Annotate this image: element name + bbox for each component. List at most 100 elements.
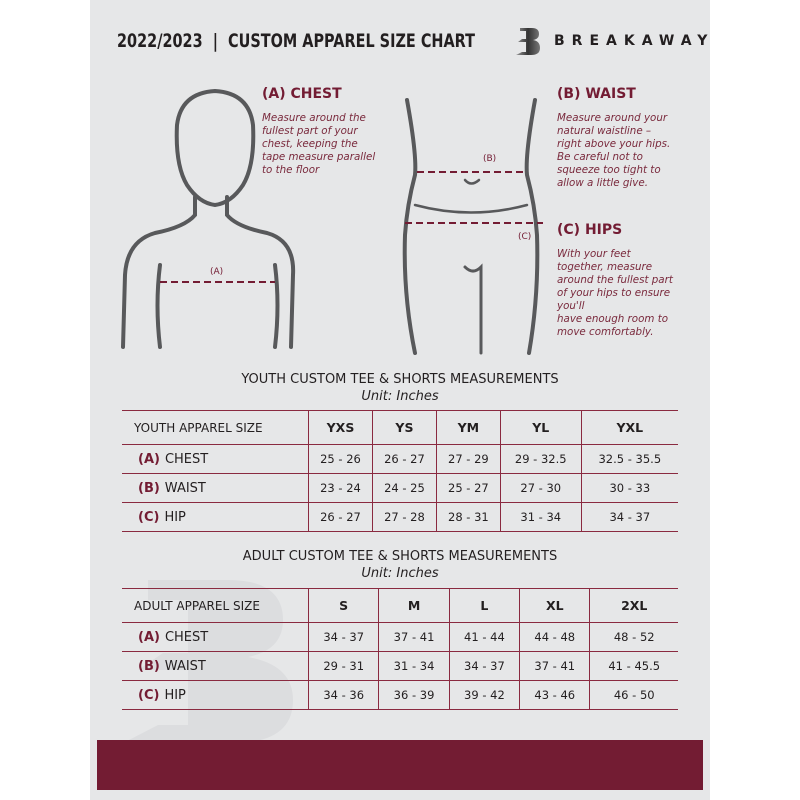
description-line: Measure around your	[557, 112, 668, 124]
breakaway-logo: BREAKAWAY	[512, 25, 714, 57]
size-column-header: XL	[519, 588, 590, 623]
size-column-header: L	[448, 588, 520, 623]
hips-description: With your feet together, measure around th…	[557, 248, 673, 339]
description-line: With your feet	[557, 248, 631, 260]
measurement-value: 34 - 36	[307, 680, 379, 710]
measurement-value: 37 - 41	[519, 651, 590, 681]
measurement-value: 26 - 27	[371, 444, 437, 474]
hips-marker: (C)	[518, 232, 532, 242]
measurement-code: (C)	[138, 509, 160, 525]
chest-description: Measure around the fullest part of your ch…	[262, 112, 375, 177]
description-line: of your hips to ensure	[557, 287, 671, 299]
size-column-header: YL	[499, 410, 582, 445]
table-row: (C) HIP 26 - 27 27 - 28 28 - 31 31 - 34 34 - 3…	[122, 502, 678, 532]
description-line: squeeze too tight to	[557, 164, 661, 176]
youth-section-title: YOUTH CUSTOM TEE & SHORTS MEASUREMENTS	[241, 372, 559, 387]
size-column-header: 2XL	[589, 588, 678, 623]
measurement-value: 25 - 26	[308, 444, 373, 474]
measurement-value: 46 - 50	[589, 680, 678, 710]
measurement-value: 41 - 44	[448, 622, 520, 652]
adult-size-table: ADULT APPAREL SIZE S M L XL 2XL (A) CHEST 34 - 3…	[122, 588, 678, 710]
page-title: 2022/2023 | CUSTOM APPAREL SIZE CHART	[117, 30, 476, 52]
description-line: move comfortably.	[557, 326, 654, 338]
table-row: (B) WAIST 29 - 31 31 - 34 34 - 37 37 - 41 41 -…	[122, 651, 678, 681]
description-line: allow a little give.	[557, 177, 648, 189]
logo-b-icon	[516, 28, 540, 55]
table-row: (C) HIP 34 - 36 36 - 39 39 - 42 43 - 46 46 - 5…	[122, 680, 678, 710]
measurement-code: (B)	[138, 480, 160, 496]
table-row: (B) WAIST 23 - 24 24 - 25 25 - 27 27 - 30 30 -…	[122, 473, 678, 503]
measurement-value: 30 - 33	[580, 473, 678, 503]
waist-marker: (B)	[483, 154, 497, 164]
measurement-code: (B)	[138, 658, 160, 674]
size-column-header: M	[378, 588, 450, 623]
measurement-value: 41 - 45.5	[589, 651, 678, 681]
size-column-header: YS	[371, 410, 437, 445]
measurement-code: (C)	[138, 687, 160, 703]
measurement-value: 31 - 34	[499, 502, 582, 532]
size-header-label: ADULT APPAREL SIZE	[122, 588, 309, 623]
description-line: to the floor	[262, 164, 320, 176]
measurement-value: 29 - 31	[307, 651, 379, 681]
description-line: you'll	[557, 300, 585, 312]
measurement-value: 23 - 24	[308, 473, 373, 503]
measurement-name: CHEST	[164, 451, 209, 467]
youth-size-table: YOUTH APPAREL SIZE YXS YS YM YL YXL (A) CHEST 25…	[122, 410, 678, 532]
measurement-code: (A)	[138, 629, 160, 645]
chest-marker: (A)	[210, 267, 224, 277]
measurement-value: 39 - 42	[448, 680, 520, 710]
waist-hips-figure-illustration	[402, 98, 543, 355]
measurement-name: HIP	[164, 687, 186, 703]
description-line: natural waistline –	[557, 125, 652, 137]
description-line: together, measure	[557, 261, 653, 273]
measurement-label: (A) CHEST	[122, 622, 309, 652]
measurement-value: 27 - 28	[371, 502, 437, 532]
chest-heading: (A) CHEST	[262, 86, 342, 102]
measurement-value: 48 - 52	[589, 622, 678, 652]
description-line: right above your hips.	[557, 138, 671, 150]
youth-unit: Unit: Inches	[361, 389, 439, 404]
size-column-header: S	[307, 588, 379, 623]
adult-unit: Unit: Inches	[361, 566, 439, 581]
measurement-label: (B) WAIST	[122, 651, 309, 681]
measurement-name: WAIST	[164, 480, 206, 496]
table-row: (A) CHEST 34 - 37 37 - 41 41 - 44 44 - 48 48 -…	[122, 622, 678, 652]
description-line: have enough room to	[557, 313, 669, 325]
table-header-row: YOUTH APPAREL SIZE YXS YS YM YL YXL	[122, 410, 678, 445]
measurement-value: 37 - 41	[378, 622, 450, 652]
table-header-row: ADULT APPAREL SIZE S M L XL 2XL	[122, 588, 678, 623]
description-line: around the fullest part	[557, 274, 673, 286]
measurement-value: 44 - 48	[519, 622, 590, 652]
description-line: Measure around the	[262, 112, 366, 124]
measurement-value: 26 - 27	[308, 502, 373, 532]
measurement-value: 27 - 30	[499, 473, 582, 503]
measurement-name: WAIST	[164, 658, 206, 674]
measurement-value: 25 - 27	[435, 473, 501, 503]
footer-bar	[97, 740, 703, 790]
description-line: chest, keeping the	[262, 138, 358, 150]
waist-description: Measure around your natural waistline – ri…	[557, 112, 670, 190]
measurement-value: 27 - 29	[435, 444, 501, 474]
measurement-value: 29 - 32.5	[499, 444, 582, 474]
measurement-code: (A)	[138, 451, 160, 467]
measurement-value: 34 - 37	[448, 651, 520, 681]
description-line: fullest part of your	[262, 125, 358, 137]
measurement-value: 28 - 31	[435, 502, 501, 532]
hips-heading: (C) HIPS	[557, 222, 623, 238]
measurement-value: 34 - 37	[307, 622, 379, 652]
measurement-value: 36 - 39	[378, 680, 450, 710]
measurement-value: 31 - 34	[378, 651, 450, 681]
table-row: (A) CHEST 25 - 26 26 - 27 27 - 29 29 - 32.5 32…	[122, 444, 678, 474]
size-column-header: YXS	[308, 410, 373, 445]
measurement-label: (B) WAIST	[122, 473, 309, 503]
chest-figure-illustration	[121, 88, 296, 349]
measurement-value: 34 - 37	[580, 502, 678, 532]
description-line: tape measure parallel	[262, 151, 376, 163]
waist-heading: (B) WAIST	[557, 86, 636, 102]
adult-section-title: ADULT CUSTOM TEE & SHORTS MEASUREMENTS	[242, 549, 558, 564]
measurement-value: 32.5 - 35.5	[580, 444, 678, 474]
size-column-header: YXL	[580, 410, 678, 445]
measurement-value: 24 - 25	[371, 473, 437, 503]
measurement-label: (C) HIP	[122, 680, 309, 710]
measurement-label: (A) CHEST	[122, 444, 309, 474]
